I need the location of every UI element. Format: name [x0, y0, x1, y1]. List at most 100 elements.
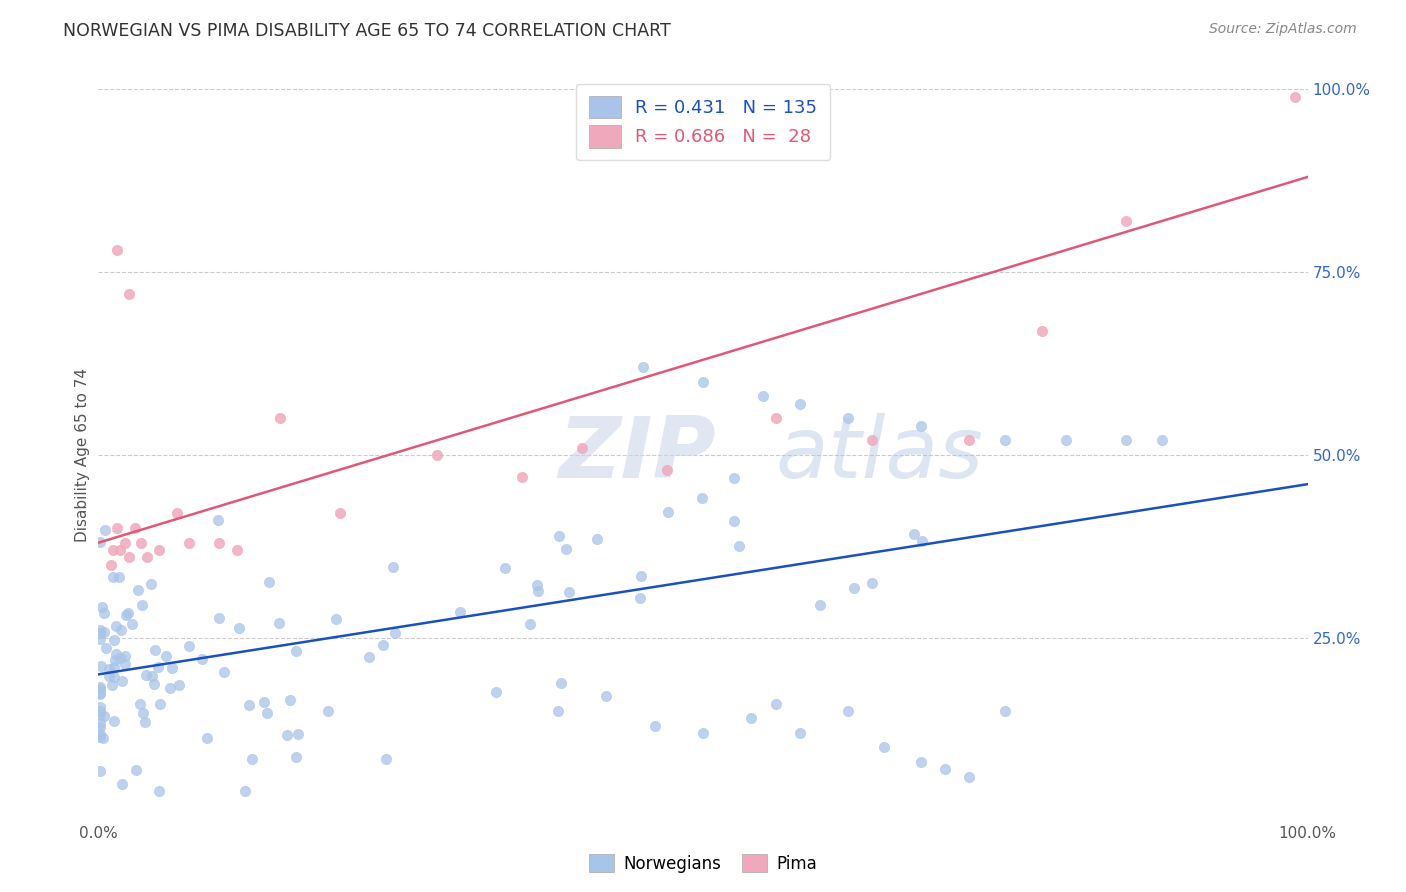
- Point: [873, 740, 896, 755]
- Point: [148, 543, 170, 558]
- Point: [110, 624, 132, 638]
- Point: [595, 690, 617, 704]
- Point: [89, 626, 111, 640]
- Point: [155, 649, 177, 664]
- Point: [384, 625, 406, 640]
- Point: [1054, 434, 1077, 448]
- Point: [93, 709, 115, 723]
- Point: [96, 640, 118, 655]
- Point: [89, 704, 111, 718]
- Point: [558, 585, 581, 599]
- Text: NORWEGIAN VS PIMA DISABILITY AGE 65 TO 74 CORRELATION CHART: NORWEGIAN VS PIMA DISABILITY AGE 65 TO 7…: [63, 22, 671, 40]
- Point: [98, 669, 121, 683]
- Point: [752, 389, 775, 403]
- Point: [1115, 214, 1137, 228]
- Point: [160, 660, 183, 674]
- Point: [381, 560, 404, 574]
- Point: [214, 665, 236, 680]
- Point: [104, 653, 127, 667]
- Point: [269, 411, 291, 425]
- Point: [89, 687, 111, 701]
- Point: [285, 644, 308, 658]
- Point: [723, 514, 745, 528]
- Point: [103, 632, 125, 647]
- Point: [860, 434, 883, 448]
- Point: [1115, 434, 1137, 448]
- Point: [91, 600, 114, 615]
- Point: [89, 623, 111, 637]
- Point: [105, 521, 128, 535]
- Point: [97, 662, 120, 676]
- Point: [131, 598, 153, 612]
- Point: [957, 770, 980, 784]
- Point: [89, 632, 111, 647]
- Point: [148, 659, 170, 673]
- Point: [179, 639, 201, 653]
- Point: [630, 568, 652, 582]
- Point: [957, 434, 980, 448]
- Point: [89, 764, 111, 779]
- Point: [256, 706, 278, 720]
- Point: [166, 507, 188, 521]
- Point: [207, 513, 229, 527]
- Point: [125, 764, 148, 778]
- Point: [655, 462, 678, 476]
- Point: [108, 543, 131, 558]
- Point: [100, 558, 122, 572]
- Point: [373, 638, 395, 652]
- Point: [143, 643, 166, 657]
- Point: [226, 543, 249, 558]
- Point: [631, 360, 654, 375]
- Point: [169, 678, 191, 692]
- Point: [1284, 89, 1306, 103]
- Point: [426, 448, 449, 462]
- Point: [235, 784, 257, 798]
- Point: [135, 550, 157, 565]
- Point: [117, 606, 139, 620]
- Point: [208, 535, 231, 549]
- Point: [105, 243, 128, 257]
- Point: [585, 532, 607, 546]
- Point: [90, 659, 112, 673]
- Point: [910, 755, 932, 769]
- Point: [124, 521, 146, 535]
- Point: [550, 676, 572, 690]
- Point: [207, 610, 229, 624]
- Point: [103, 714, 125, 728]
- Point: [141, 577, 163, 591]
- Point: [111, 673, 134, 688]
- Point: [89, 686, 111, 700]
- Point: [276, 727, 298, 741]
- Point: [910, 418, 932, 433]
- Point: [547, 528, 569, 542]
- Point: [148, 697, 170, 711]
- Point: [110, 651, 132, 665]
- Point: [91, 731, 114, 745]
- Point: [105, 647, 128, 661]
- Point: [242, 752, 264, 766]
- Point: [692, 375, 714, 389]
- Point: [127, 583, 149, 598]
- Point: [93, 523, 115, 537]
- Point: [287, 727, 309, 741]
- Point: [1152, 434, 1174, 448]
- Point: [789, 726, 811, 740]
- Point: [118, 287, 141, 301]
- Point: [238, 698, 260, 712]
- Point: [159, 681, 181, 696]
- Point: [359, 649, 381, 664]
- Point: [485, 685, 508, 699]
- Point: [555, 541, 578, 556]
- Point: [510, 470, 533, 484]
- Point: [135, 668, 157, 682]
- Point: [89, 535, 111, 549]
- Text: atlas: atlas: [776, 413, 984, 497]
- Point: [89, 681, 111, 696]
- Point: [179, 535, 201, 549]
- Point: [93, 606, 115, 620]
- Point: [105, 619, 128, 633]
- Point: [89, 708, 111, 723]
- Point: [253, 695, 276, 709]
- Point: [115, 607, 138, 622]
- Point: [89, 715, 111, 730]
